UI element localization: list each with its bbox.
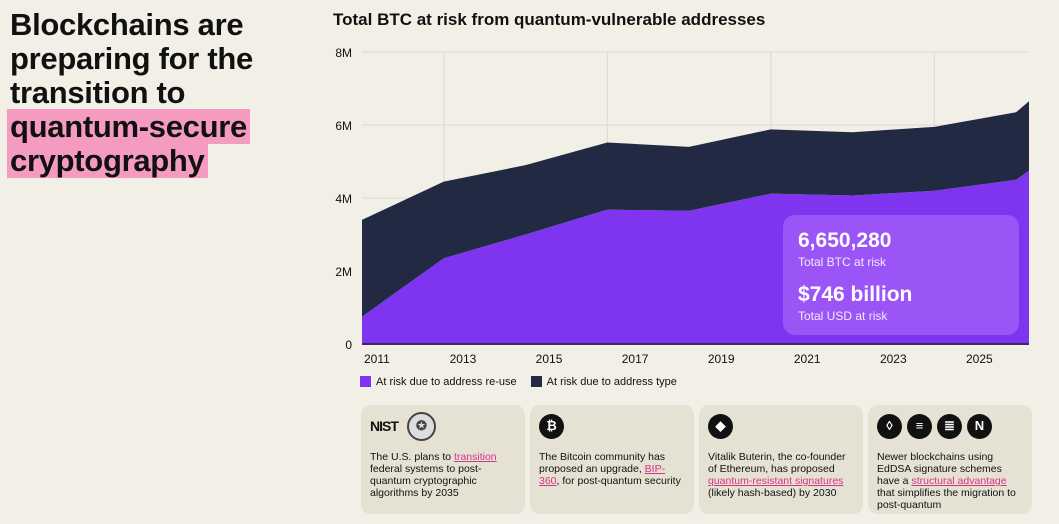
card-text: Newer blockchains using EdDSA signature … <box>877 451 1002 487</box>
y-tick-label: 0 <box>345 338 352 352</box>
transition-link[interactable]: transition <box>454 451 497 463</box>
x-tick-label: 2019 <box>708 352 735 366</box>
bitcoin-icon: ₿ <box>539 413 564 439</box>
bip-360-link[interactable]: BIP-360 <box>539 463 666 487</box>
info-cards: NIST ✪ The U.S. plans to transition feder… <box>361 405 1032 514</box>
legend-label: At risk due to address type <box>546 376 677 388</box>
card-text: that simplifies the migration to post-qu… <box>877 487 1016 511</box>
legend-item: At risk due to address type <box>530 376 677 388</box>
x-tick-label: 2015 <box>536 352 563 366</box>
legend-swatch <box>530 376 542 387</box>
headline-line: Blockchains are <box>10 7 244 42</box>
card-text: , for post-quantum security <box>556 475 681 487</box>
quantum-resistant-signatures-link[interactable]: quantum-resistant signatures <box>708 475 844 487</box>
solana-icon: ≣ <box>937 413 962 439</box>
x-tick-label: 2021 <box>794 352 821 366</box>
card-ethereum: ◆ Vitalik Buterin, the co-founder of Eth… <box>699 405 863 514</box>
sei-icon: ≡ <box>907 413 932 439</box>
card-bitcoin: ₿ The Bitcoin community has proposed an … <box>530 405 694 514</box>
x-tick-label: 2017 <box>622 352 649 366</box>
card-text: The Bitcoin community has proposed an up… <box>539 451 666 475</box>
btc-value: 6,650,280 <box>798 229 892 252</box>
legend-swatch <box>360 376 371 387</box>
card-text: The U.S. plans to <box>370 451 455 463</box>
card-eddsa: ◊ ≡ ≣ N Newer blockchains using EdDSA signa… <box>868 405 1032 514</box>
area-series <box>362 101 1029 317</box>
near-icon: N <box>967 413 992 439</box>
usd-label: Total USD at risk <box>798 309 888 323</box>
card-text: (likely hash-based) by 2030 <box>708 487 837 499</box>
usd-value: $746 billion <box>798 283 913 306</box>
headline: Blockchains are preparing for the transi… <box>7 7 253 178</box>
headline-highlight: cryptography <box>7 143 208 178</box>
card-text: federal systems to post-quantum cryptogr… <box>370 463 482 499</box>
legend: At risk due to address re-use At risk du… <box>360 376 677 388</box>
nist-seal-icon: ✪ <box>406 411 436 441</box>
y-tick-label: 6M <box>335 119 352 133</box>
structural-advantage-link[interactable]: structural advantage <box>911 475 1007 487</box>
totals-callout: 6,650,280 Total BTC at risk $746 billion… <box>783 215 1019 335</box>
x-tick-label: 2011 <box>364 352 390 366</box>
btc-label: Total BTC at risk <box>798 255 887 269</box>
headline-line: transition to <box>10 75 186 110</box>
ethereum-icon: ◆ <box>708 413 733 439</box>
legend-item: At risk due to address re-use <box>360 376 517 388</box>
card-text: Vitalik Buterin, the co-founder of Ether… <box>708 451 846 475</box>
headline-line: preparing for the <box>10 41 253 76</box>
x-tick-label: 2023 <box>880 352 907 366</box>
x-tick-label: 2013 <box>450 352 477 366</box>
legend-label: At risk due to address re-use <box>376 376 517 388</box>
sui-icon: ◊ <box>877 413 902 439</box>
x-tick-label: 2025 <box>966 352 993 366</box>
headline-highlight: quantum-secure <box>7 109 250 144</box>
nist-logo: NIST <box>370 418 399 434</box>
card-nist: NIST ✪ The U.S. plans to transition feder… <box>361 405 525 514</box>
chart-title: Total BTC at risk from quantum-vulnerabl… <box>333 10 766 29</box>
area-chart: 0 2M 4M 6M 8M 2011 2013 2015 2017 2019 2021 2023 202… <box>335 46 1029 366</box>
y-tick-label: 2M <box>335 265 352 279</box>
y-tick-label: 8M <box>335 46 352 60</box>
y-tick-label: 4M <box>335 192 352 206</box>
